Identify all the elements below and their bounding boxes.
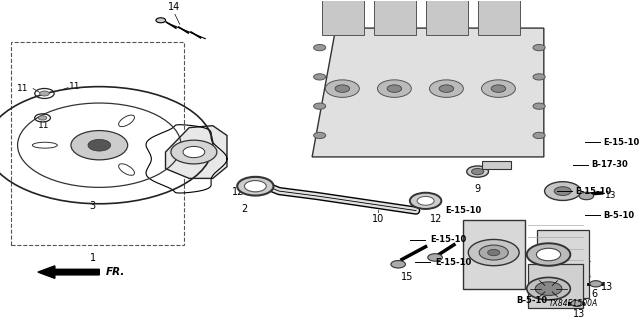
- Text: 4: 4: [584, 256, 591, 266]
- Bar: [537, 230, 589, 299]
- Text: B-5-10: B-5-10: [604, 211, 634, 220]
- Circle shape: [554, 187, 572, 196]
- Ellipse shape: [118, 164, 134, 175]
- Text: B-5-10: B-5-10: [516, 295, 547, 305]
- Circle shape: [378, 80, 412, 97]
- Bar: [426, 0, 468, 35]
- Text: 2: 2: [241, 204, 248, 214]
- Circle shape: [533, 132, 545, 139]
- Text: 12: 12: [232, 187, 244, 197]
- Text: 5: 5: [584, 271, 591, 281]
- Circle shape: [88, 139, 111, 151]
- Circle shape: [535, 282, 562, 296]
- Circle shape: [410, 193, 442, 209]
- Polygon shape: [166, 126, 227, 178]
- Text: 7: 7: [572, 238, 578, 248]
- Text: 14: 14: [168, 3, 180, 12]
- Circle shape: [479, 245, 508, 260]
- Circle shape: [387, 85, 402, 92]
- Text: E-15-10: E-15-10: [445, 206, 481, 215]
- Circle shape: [533, 44, 545, 51]
- Text: 9: 9: [474, 184, 481, 194]
- Circle shape: [183, 147, 205, 158]
- Circle shape: [314, 74, 326, 80]
- Text: 11: 11: [38, 121, 49, 130]
- Circle shape: [237, 177, 273, 196]
- Text: 1: 1: [90, 252, 96, 263]
- Bar: [483, 161, 511, 169]
- Bar: [12, 42, 184, 245]
- Circle shape: [536, 248, 561, 261]
- Text: 6: 6: [591, 289, 597, 299]
- Circle shape: [156, 18, 166, 23]
- Bar: [321, 0, 364, 35]
- Circle shape: [439, 85, 454, 92]
- Circle shape: [391, 260, 405, 268]
- Text: FR.: FR.: [106, 267, 125, 277]
- Text: E-15-10: E-15-10: [604, 138, 639, 147]
- Circle shape: [171, 140, 217, 164]
- Ellipse shape: [118, 115, 134, 127]
- Text: B-17-30: B-17-30: [591, 160, 628, 169]
- Text: E-15-10: E-15-10: [435, 258, 471, 267]
- Circle shape: [533, 103, 545, 109]
- Polygon shape: [312, 28, 544, 157]
- FancyArrow shape: [38, 266, 99, 278]
- Circle shape: [71, 131, 128, 160]
- Text: 10: 10: [372, 213, 385, 224]
- Circle shape: [428, 254, 442, 261]
- Text: E-15-10: E-15-10: [575, 187, 611, 196]
- Bar: [528, 264, 582, 308]
- Circle shape: [38, 116, 47, 120]
- Circle shape: [417, 196, 434, 205]
- Circle shape: [590, 281, 602, 287]
- Text: E-15-10: E-15-10: [430, 236, 467, 244]
- Text: 13: 13: [600, 282, 613, 292]
- Circle shape: [491, 85, 506, 92]
- Circle shape: [488, 250, 500, 256]
- Circle shape: [40, 91, 49, 96]
- Text: 13: 13: [573, 309, 585, 319]
- Text: TX84E1500A: TX84E1500A: [548, 299, 598, 308]
- Text: 11: 11: [69, 82, 81, 91]
- Text: 15: 15: [401, 272, 413, 282]
- Circle shape: [527, 277, 570, 300]
- Circle shape: [314, 132, 326, 139]
- Bar: [477, 0, 520, 35]
- Text: 3: 3: [90, 201, 96, 211]
- Circle shape: [325, 80, 359, 97]
- Circle shape: [314, 103, 326, 109]
- Text: 13: 13: [605, 191, 617, 200]
- Text: 12: 12: [430, 213, 443, 224]
- Circle shape: [481, 80, 515, 97]
- Circle shape: [472, 168, 484, 175]
- Ellipse shape: [33, 142, 58, 148]
- Text: 11: 11: [17, 84, 28, 93]
- Circle shape: [545, 182, 581, 200]
- Circle shape: [533, 74, 545, 80]
- Circle shape: [467, 166, 488, 177]
- Circle shape: [429, 80, 463, 97]
- Circle shape: [244, 180, 266, 192]
- Circle shape: [468, 239, 519, 266]
- Circle shape: [579, 192, 594, 200]
- Circle shape: [527, 243, 570, 266]
- Circle shape: [571, 300, 583, 307]
- Circle shape: [335, 85, 349, 92]
- Text: 8: 8: [513, 269, 518, 279]
- Circle shape: [314, 44, 326, 51]
- Bar: [374, 0, 416, 35]
- Polygon shape: [463, 220, 525, 289]
